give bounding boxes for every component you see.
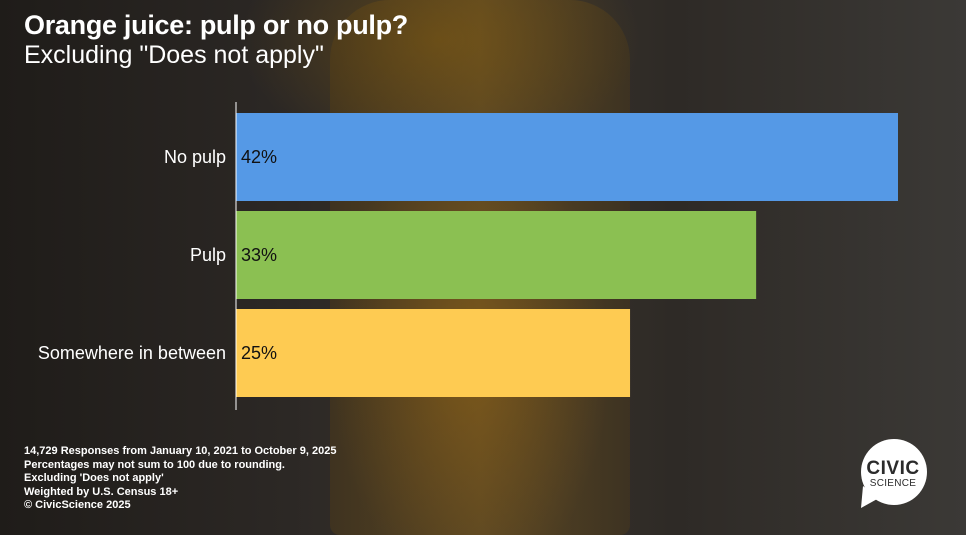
logo-bubble-icon	[861, 439, 927, 508]
footnote-responses: 14,729 Responses from January 10, 2021 t…	[24, 445, 337, 457]
footnote-excluding: Excluding 'Does not apply'	[24, 472, 164, 484]
category-label-no-pulp: No pulp	[164, 147, 226, 167]
category-label-somewhere-in-between: Somewhere in between	[38, 343, 226, 363]
logo-text-civic: CIVIC	[866, 458, 920, 479]
bar-no-pulp	[236, 113, 898, 201]
bar-pulp	[236, 211, 757, 299]
category-label-pulp: Pulp	[190, 245, 226, 265]
footnote-weighting: Weighted by U.S. Census 18+	[24, 485, 179, 498]
footnotes: 14,729 Responses from January 10, 2021 t…	[24, 445, 336, 513]
value-label-somewhere-in-between: 25%	[241, 343, 277, 363]
value-label-no-pulp: 42%	[241, 147, 277, 167]
chart-subtitle: Excluding "Does not apply"	[24, 41, 324, 69]
footnote-copyright: © CivicScience 2025	[24, 499, 131, 511]
bar-somewhere-in-between	[236, 309, 631, 397]
chart-title: Orange juice: pulp or no pulp?	[24, 10, 408, 40]
value-label-pulp: 33%	[241, 245, 277, 265]
logo-text-science: SCIENCE	[869, 478, 917, 489]
civicscience-logo: CIVIC SCIENCE	[857, 438, 929, 510]
footnote-rounding: Percentages may not sum to 100 due to ro…	[24, 458, 285, 471]
